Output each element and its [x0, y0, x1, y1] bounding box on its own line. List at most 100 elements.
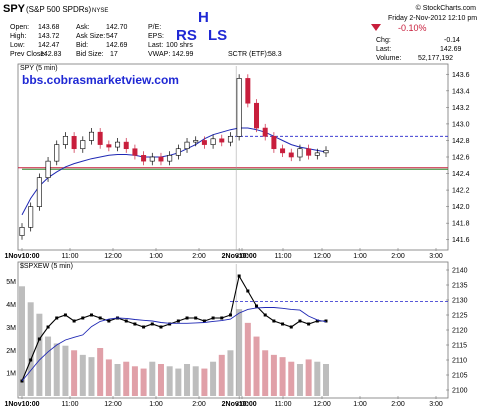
index-point	[98, 316, 102, 320]
volume-bar	[79, 354, 86, 396]
price-y-tick-label: 142.4	[452, 171, 470, 178]
annotation-head: H	[198, 9, 209, 26]
index-y-tick-label: 2140	[452, 268, 468, 275]
volume-bar	[253, 336, 260, 396]
price-y-tick-label: 143.6	[452, 72, 470, 79]
index-point	[72, 319, 76, 323]
company-name: (S&P 500 SPDRs)	[26, 5, 92, 14]
low-value: 142.47	[38, 42, 60, 49]
last-label: Last:	[148, 42, 163, 49]
index-point	[124, 319, 128, 323]
price-candle	[227, 136, 233, 143]
volume-bar	[19, 286, 25, 396]
price-x-tick-label: 3:00	[235, 253, 249, 260]
bid-size-value: 17	[110, 51, 118, 58]
price-x-tick-label: 2Nov10:00	[222, 253, 257, 260]
high-label: High:	[10, 33, 26, 40]
index-moving-average	[21, 307, 327, 382]
price-candle	[54, 144, 60, 162]
volume-bar	[88, 357, 95, 396]
volume-bar	[123, 361, 130, 396]
volume-bar	[27, 302, 34, 396]
index-point	[272, 319, 276, 323]
index-x-tick-label: 12:00	[313, 401, 331, 406]
volume-axis-label: 1M	[6, 371, 16, 378]
price-y-tick-label: 141.8	[452, 221, 470, 228]
volume-bar	[149, 361, 156, 396]
volume-bar	[201, 368, 208, 396]
index-y-tick-label: 2125	[452, 313, 468, 320]
price-candle	[158, 156, 164, 162]
price-candle	[236, 78, 242, 137]
index-y-tick-label: 2105	[452, 373, 468, 380]
sctr-label: SCTR (ETF):	[228, 51, 269, 58]
annotation-left-shoulder: LS	[208, 27, 227, 44]
open-value: 143.68	[38, 24, 60, 31]
index-point	[107, 319, 111, 323]
index-x-tick-label: 1:00	[149, 401, 163, 406]
price-candle	[167, 155, 173, 162]
volume-bar	[166, 366, 173, 396]
index-point	[324, 319, 328, 323]
index-marks	[20, 264, 448, 396]
volume-bar	[175, 368, 182, 396]
index-point	[29, 358, 33, 362]
index-x-tick-label: 2:00	[391, 401, 405, 406]
index-x-tick-label: 11:00	[275, 401, 292, 406]
price-y-tick-label: 143.4	[452, 88, 470, 95]
index-x-tick-label: 3:00	[429, 401, 443, 406]
price-candle	[62, 136, 68, 145]
bid-size-label: Bid Size:	[76, 51, 104, 58]
volume-bar	[314, 361, 321, 396]
price-candle	[297, 148, 303, 158]
last-price-label: Last:	[376, 46, 391, 53]
volume-bar	[157, 364, 164, 396]
eps-label: EPS:	[148, 33, 164, 40]
index-x-tick-label: 12:00	[104, 401, 122, 406]
price-marks	[19, 74, 329, 240]
volume-bar	[71, 350, 78, 396]
ask-value: 142.70	[106, 24, 128, 31]
price-candle	[141, 155, 147, 162]
quote-date: Friday 2-Nov-2012 12:10 pm	[388, 15, 477, 22]
index-point	[89, 313, 93, 317]
volume-bars	[19, 286, 329, 396]
price-x-tick-label: 12:00	[313, 253, 331, 260]
annotation-right-shoulder: RS	[176, 27, 197, 44]
index-point	[246, 289, 250, 293]
index-point	[211, 316, 215, 320]
index-x-tick-label: 3:00	[235, 401, 249, 406]
price-x-tick-label: 2:00	[192, 253, 206, 260]
price-candle	[254, 102, 260, 129]
price-y-tick-label: 142.8	[452, 138, 470, 145]
price-candle	[271, 136, 277, 150]
price-candle	[19, 227, 25, 236]
volume-bar	[323, 364, 329, 396]
low-label: Low:	[10, 42, 25, 49]
index-point	[298, 319, 302, 323]
price-candle	[28, 206, 34, 228]
index-point	[194, 316, 198, 320]
volume-axis-label: 3M	[6, 325, 16, 332]
pe-label: P/E:	[148, 24, 161, 31]
volume-bar	[244, 322, 251, 396]
index-point	[237, 274, 241, 278]
quote-block: Open: 143.68 High: 143.72 Low: 142.47 Pr…	[10, 15, 477, 62]
bid-value: 142.69	[106, 42, 128, 49]
volume-bar	[36, 313, 43, 396]
price-candle	[245, 78, 251, 104]
index-point	[228, 313, 232, 317]
sctr-value: 58.3	[268, 51, 282, 58]
last-value: 100 shrs	[166, 42, 193, 49]
price-candle	[288, 152, 294, 158]
price-y-tick-label: 141.6	[452, 237, 470, 244]
price-candle	[280, 148, 286, 154]
price-candle	[97, 131, 103, 145]
volume-axis-label: 4M	[6, 302, 16, 309]
index-point	[142, 325, 146, 329]
volume-bar	[131, 366, 138, 396]
index-point	[176, 319, 180, 323]
price-candle	[106, 144, 112, 148]
index-x-tick-label: 1Nov10:00	[4, 401, 39, 406]
